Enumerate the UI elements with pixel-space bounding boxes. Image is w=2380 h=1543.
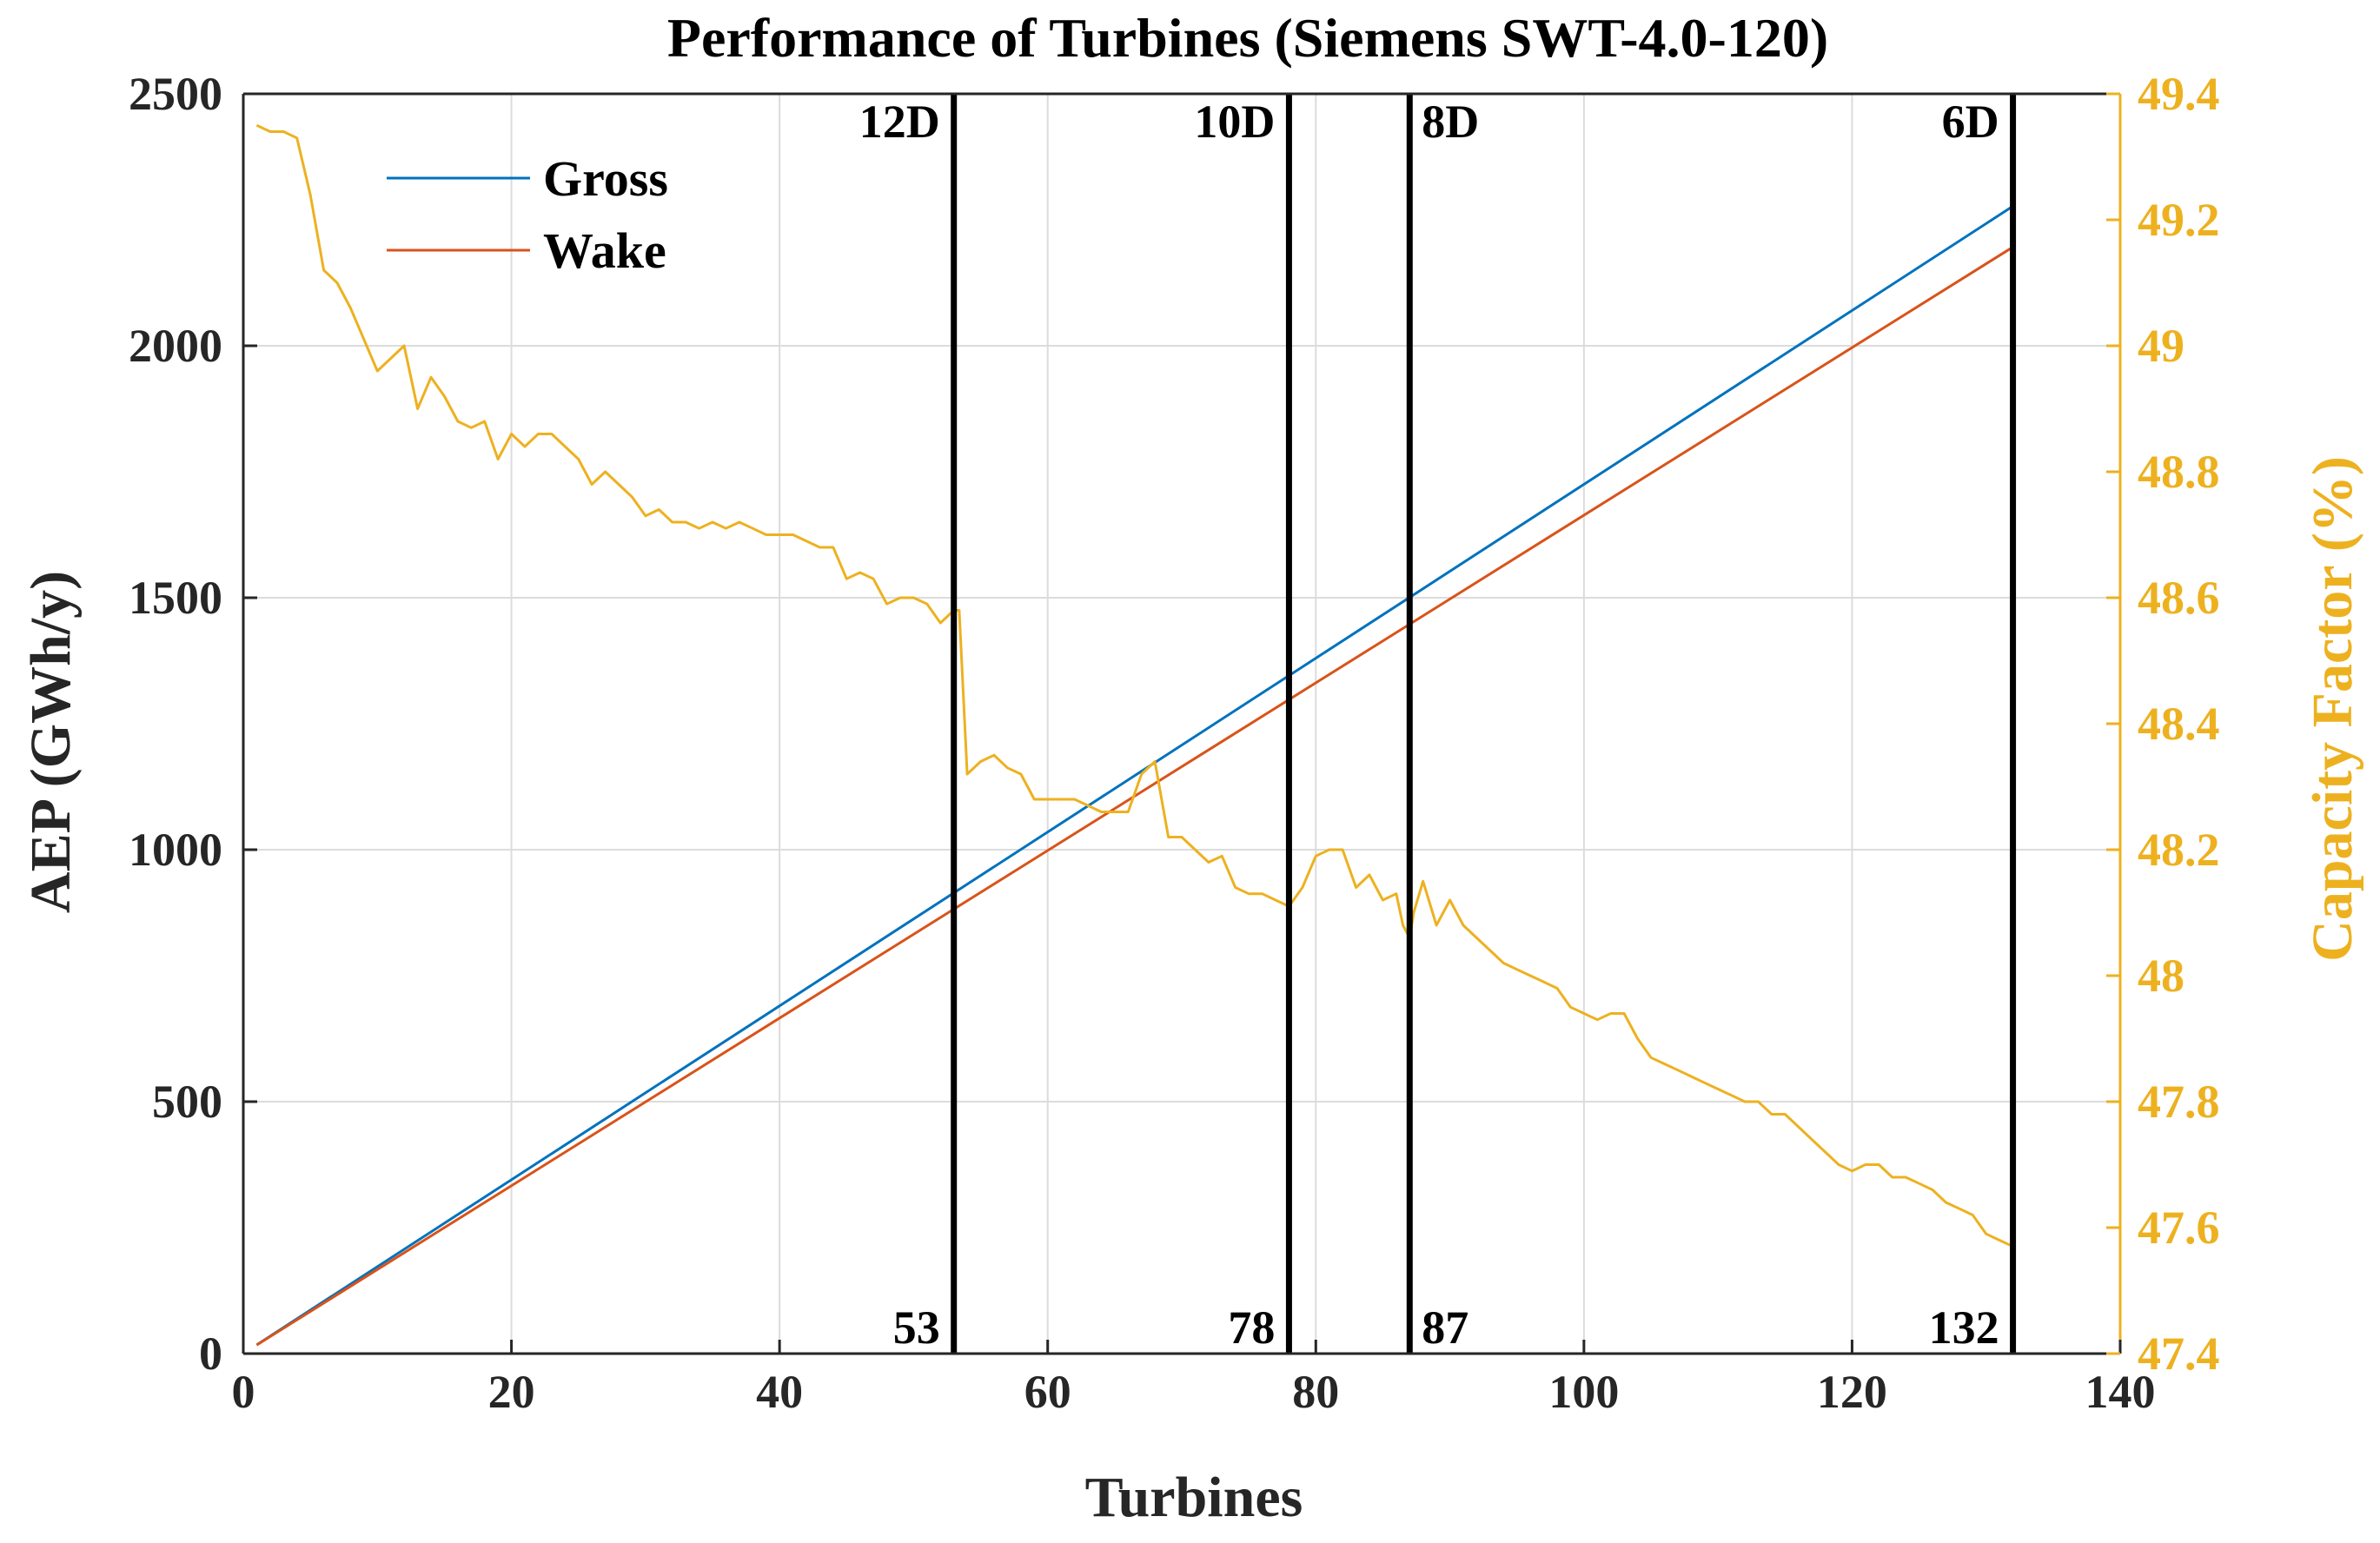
x-tick-label: 100 [1548, 1366, 1619, 1418]
y2-tick-label: 48 [2138, 950, 2184, 1002]
y2-tick-label: 49 [2138, 320, 2184, 372]
chart-title: Performance of Turbines (Siemens SWT-4.0… [667, 7, 1828, 69]
marker-bottom-label: 87 [1422, 1301, 1468, 1354]
x-tick-label: 120 [1817, 1366, 1887, 1418]
y-tick-label: 1000 [129, 824, 222, 876]
x-tick-label: 20 [488, 1366, 535, 1418]
marker-top-label: 10D [1194, 96, 1275, 148]
x-tick-label: 40 [756, 1366, 803, 1418]
marker-top-label: 8D [1422, 96, 1479, 148]
x-tick-label: 140 [2085, 1366, 2156, 1418]
y2-tick-label: 48.2 [2138, 824, 2220, 876]
y-tick-label: 2000 [129, 320, 222, 372]
y-tick-label: 0 [199, 1328, 222, 1380]
x-tick-label: 0 [232, 1366, 255, 1418]
y2-tick-label: 48.4 [2138, 698, 2220, 750]
y2-tick-label: 47.6 [2138, 1202, 2220, 1254]
marker-top-label: 6D [1942, 96, 1999, 148]
grid [243, 94, 2120, 1354]
legend: Gross Wake [387, 150, 668, 279]
y-tick-label: 500 [152, 1076, 222, 1128]
series-line-gross [255, 205, 2014, 1347]
y2-tick-label: 47.4 [2138, 1328, 2220, 1380]
x-tick-label: 80 [1292, 1366, 1339, 1418]
y-tick-label: 2500 [129, 68, 222, 120]
y2-tick-label: 48.8 [2138, 446, 2220, 498]
y-axis-label: AEP (GWh/y) [19, 571, 83, 913]
marker-top-label: 12D [859, 96, 940, 148]
y-tick-label: 1500 [129, 572, 222, 624]
y2-tick-label: 48.6 [2138, 572, 2220, 624]
marker-bottom-label: 53 [893, 1301, 940, 1354]
y2-tick-label: 49.2 [2138, 194, 2220, 246]
legend-item-gross-label: Gross [543, 150, 668, 207]
marker-bottom-label: 78 [1228, 1301, 1275, 1354]
x-tick-label: 60 [1024, 1366, 1071, 1418]
legend-item-wake-label: Wake [543, 222, 666, 279]
y2-tick-label: 49.4 [2138, 68, 2220, 120]
y2-axis-label: Capacity Factor (%) [2301, 456, 2364, 962]
y2-tick-label: 47.8 [2138, 1076, 2220, 1128]
x-axis-label: Turbines [1085, 1466, 1303, 1529]
marker-bottom-label: 132 [1929, 1301, 1999, 1354]
series-line-capacity-factor [255, 123, 2014, 1248]
